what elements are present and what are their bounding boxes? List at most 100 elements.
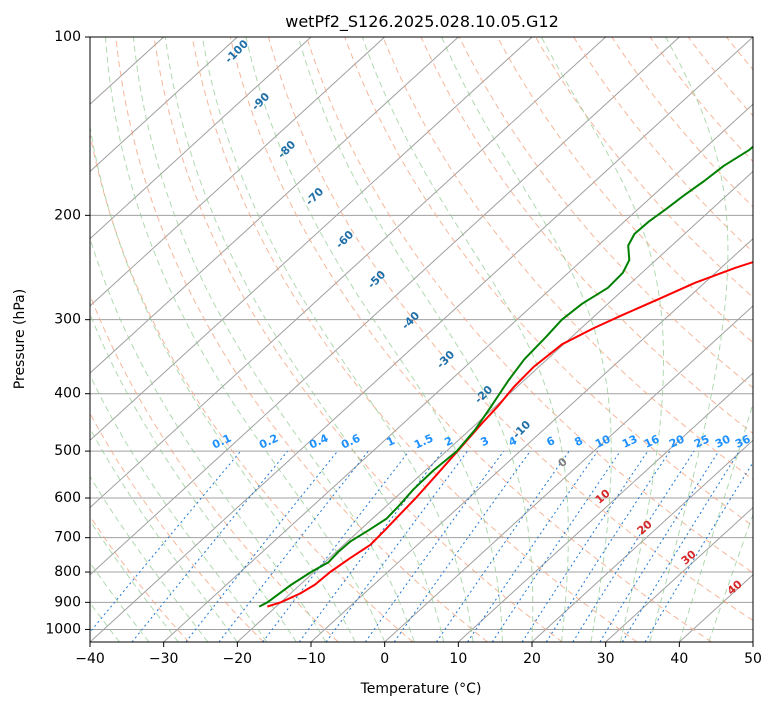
mixing-ratio-label: 6 bbox=[545, 434, 558, 449]
isotherms bbox=[90, 37, 753, 642]
mixing-ratio-label: 3 bbox=[479, 434, 491, 449]
isotherm bbox=[457, 372, 753, 642]
isotherm bbox=[163, 103, 753, 642]
mixing-ratio-line bbox=[467, 450, 599, 642]
dry-adiabat-label: -70 bbox=[303, 185, 326, 208]
moist-adiabats bbox=[90, 37, 753, 642]
y-tick-label: 400 bbox=[54, 386, 81, 402]
dry-adiabat-label: -40 bbox=[399, 309, 422, 332]
mixing-ratio-label: 0.6 bbox=[339, 431, 362, 451]
mixing-ratio-line bbox=[491, 450, 621, 642]
mixing-ratio-label: 0.4 bbox=[307, 431, 330, 451]
x-tick-label: −40 bbox=[75, 651, 105, 667]
dry-adiabat bbox=[765, 37, 775, 642]
x-tick-label: 0 bbox=[380, 651, 389, 667]
moist-adiabat bbox=[441, 37, 612, 642]
mixing-ratio-line bbox=[521, 450, 649, 642]
x-tick-label: −20 bbox=[223, 651, 253, 667]
y-axis-label: Pressure (hPa) bbox=[12, 289, 28, 389]
x-tick-label: 40 bbox=[670, 651, 688, 667]
dry-adiabat bbox=[229, 37, 712, 642]
moist-adiabat-label: 0 bbox=[556, 455, 570, 470]
dry-adiabat bbox=[306, 37, 753, 574]
mixing-ratio-line bbox=[131, 450, 288, 642]
mixing-ratio-label: 8 bbox=[573, 434, 585, 449]
moist-adiabat bbox=[708, 513, 753, 642]
dry-adiabat bbox=[90, 131, 414, 642]
isotherm bbox=[90, 37, 386, 307]
isotherm bbox=[384, 305, 753, 642]
isotherm bbox=[605, 506, 753, 642]
mixing-ratio-line bbox=[298, 450, 444, 642]
x-axis-label: Temperature (°C) bbox=[360, 681, 482, 697]
dry-adiabat bbox=[649, 37, 753, 163]
mixing-ratio-label: 30 bbox=[713, 432, 733, 450]
mixing-ratio-label: 20 bbox=[667, 432, 687, 450]
moist-adiabat bbox=[105, 37, 386, 642]
mixing-ratio-label: 0.1 bbox=[210, 432, 233, 452]
moist-adiabat-label: 30 bbox=[679, 547, 699, 567]
moist-adiabat bbox=[649, 37, 729, 642]
dry-adiabat bbox=[191, 37, 638, 642]
moist-adiabat bbox=[361, 37, 569, 642]
mixing-ratio-line bbox=[364, 450, 505, 642]
chart-title: wetPf2_S126.2025.028.10.05.G12 bbox=[285, 12, 559, 32]
dry-adiabat bbox=[726, 37, 753, 71]
y-tick-label: 800 bbox=[54, 564, 81, 580]
moist-adiabat bbox=[90, 475, 209, 642]
isotherm bbox=[90, 37, 238, 173]
mixing-ratio-line bbox=[325, 450, 468, 642]
isotherm bbox=[236, 170, 753, 642]
moist-adiabat bbox=[90, 561, 150, 642]
mixing-ratio-line bbox=[644, 461, 753, 642]
x-tick-label: 30 bbox=[597, 651, 615, 667]
mixing-ratio-label: 0.2 bbox=[257, 432, 280, 452]
x-tick-label: −10 bbox=[296, 651, 326, 667]
plot-frame bbox=[89, 36, 754, 643]
moist-adiabat bbox=[540, 37, 664, 642]
dry-adiabat-label: -80 bbox=[275, 138, 298, 161]
moist-adiabat bbox=[245, 37, 503, 642]
moist-adiabat bbox=[90, 236, 327, 642]
mixing-ratio-label: 36 bbox=[733, 432, 753, 450]
x-tick-label: 20 bbox=[523, 651, 541, 667]
mixing-ratio-line bbox=[393, 450, 531, 642]
y-axis: 100 200 300 400 500 600 700 800 900 1000 bbox=[45, 29, 90, 637]
plot-area: -100-90-80-70-60-50-40-30-20-10010203040… bbox=[90, 37, 775, 642]
dry-adiabat bbox=[344, 37, 753, 527]
pressure-grid bbox=[90, 37, 753, 630]
sounding-profiles bbox=[258, 145, 753, 608]
dry-adiabat bbox=[496, 37, 753, 344]
y-tick-label: 1000 bbox=[45, 621, 81, 637]
moist-adiabat bbox=[90, 123, 356, 642]
moist-adiabat bbox=[90, 374, 268, 642]
dry-adiabat-label: -90 bbox=[249, 90, 272, 113]
isotherm bbox=[90, 37, 680, 576]
x-tick-label: 50 bbox=[744, 651, 762, 667]
dry-adiabat bbox=[573, 37, 753, 253]
isotherm bbox=[90, 37, 459, 374]
mixing-ratio-label: 10 bbox=[593, 432, 613, 450]
mixing-ratio-label: 13 bbox=[620, 432, 639, 450]
y-tick-label: 700 bbox=[54, 530, 81, 546]
moist-adiabat bbox=[90, 519, 179, 642]
y-tick-label: 900 bbox=[54, 594, 81, 610]
mixing-ratio-line bbox=[185, 450, 338, 642]
isotherm bbox=[90, 37, 312, 240]
isotherm bbox=[90, 37, 753, 642]
dry-adiabats bbox=[90, 37, 775, 642]
dry-adiabat bbox=[268, 37, 753, 622]
mixing-ratio-label: 1 bbox=[385, 434, 397, 449]
moist-adiabat bbox=[90, 312, 297, 642]
y-tick-label: 600 bbox=[54, 490, 81, 506]
y-tick-label: 500 bbox=[54, 443, 81, 459]
dry-adiabat bbox=[458, 37, 753, 389]
dewpoint-profile bbox=[258, 145, 753, 608]
x-tick-label: 10 bbox=[449, 651, 467, 667]
moist-adiabat bbox=[90, 427, 238, 642]
dry-adiabat-label: -50 bbox=[365, 268, 388, 291]
x-tick-label: −30 bbox=[149, 651, 179, 667]
temperature-profile bbox=[266, 261, 753, 608]
isotherm bbox=[90, 37, 607, 509]
